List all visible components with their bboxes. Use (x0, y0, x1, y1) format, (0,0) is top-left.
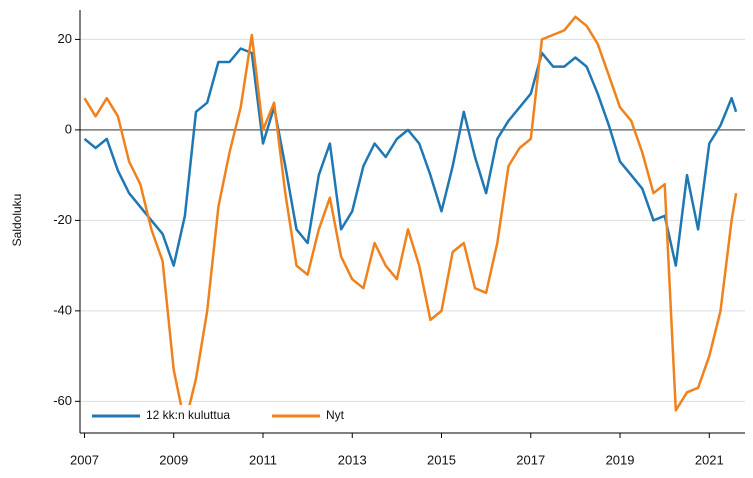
x-tick-label: 2007 (70, 452, 99, 467)
x-tick-label: 2019 (606, 452, 635, 467)
legend-label: Nyt (326, 408, 345, 422)
y-tick-label: -60 (53, 393, 72, 408)
legend: 12 kk:n kuluttua Nyt (86, 405, 386, 427)
legend-label: 12 kk:n kuluttua (146, 408, 230, 422)
x-tick-label: 2013 (338, 452, 367, 467)
x-tick-label: 2021 (695, 452, 724, 467)
y-tick-label: -20 (53, 212, 72, 227)
y-tick-label: 20 (58, 31, 72, 46)
x-tick-label: 2011 (249, 452, 277, 467)
x-tick-label: 2017 (516, 452, 545, 467)
line-series (83, 15, 738, 426)
x-tick-label: 2015 (427, 452, 456, 467)
y-tick-label: 0 (65, 121, 72, 136)
y-tick-label: -40 (53, 302, 72, 317)
line-series (83, 47, 738, 267)
y-axis-label: Saldoluku (10, 194, 24, 247)
x-tick-label: 2009 (159, 452, 188, 467)
legend-box (86, 405, 386, 427)
